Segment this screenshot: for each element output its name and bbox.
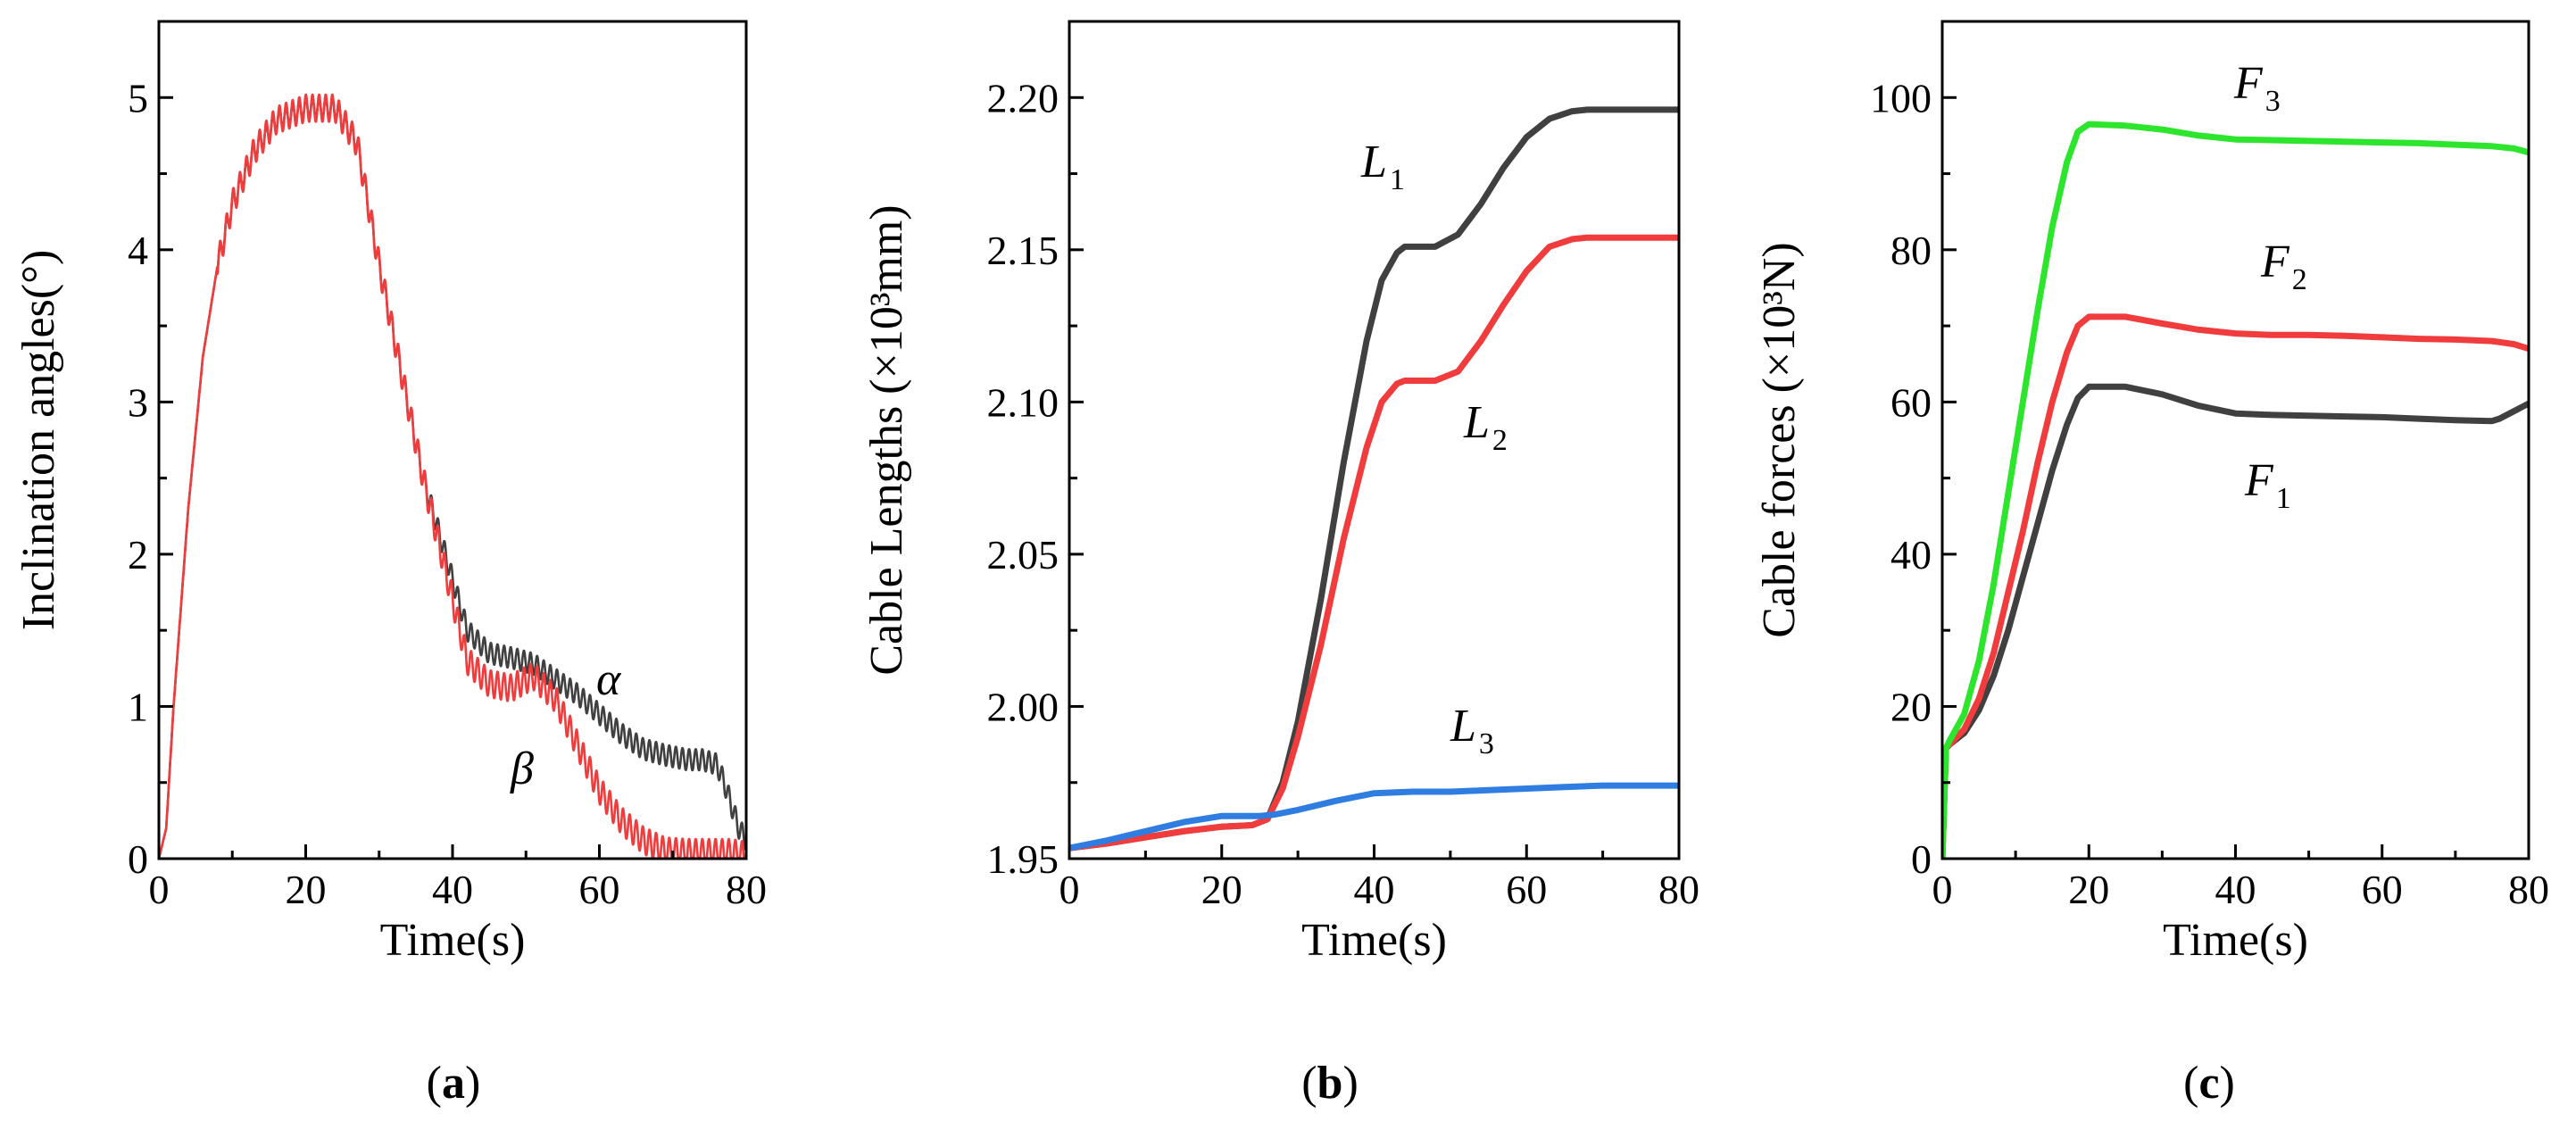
y-tick-label: 2.00: [987, 684, 1059, 729]
y-tick-label: 100: [1870, 75, 1932, 120]
y-tick-label: 2.20: [987, 75, 1059, 120]
x-tick-label: 80: [2508, 867, 2549, 912]
y-axis-label: Cable Lengths (×10³mm): [861, 204, 912, 675]
series-label-F3: F3: [2233, 58, 2281, 118]
series-line-F3: [1942, 120, 2529, 859]
x-axis-label: Time(s): [380, 915, 526, 966]
chart-panel-c: 0 20 40 60 80 0 20 40 60 80 100 Time(s) Cable forces…: [1754, 20, 2549, 1109]
x-tick-label: 60: [2362, 867, 2403, 912]
y-axis-label: Inclination angles(°): [13, 250, 64, 631]
x-tick-label: 0: [1932, 867, 1953, 912]
x-tick-label: 40: [2215, 867, 2256, 912]
series-line-F2: [1942, 313, 2529, 859]
y-axis-label: Cable forces (×10³N): [1754, 242, 1805, 637]
y-tick-label: 20: [1890, 684, 1932, 729]
series-group: [159, 93, 746, 859]
x-tick-label: 20: [1201, 867, 1242, 912]
series-label-F1: F1: [2244, 455, 2291, 515]
series-line-β: [159, 93, 746, 859]
series-group: [1069, 106, 1679, 852]
y-tick-label: 2: [128, 532, 148, 577]
x-tick-label: 40: [432, 867, 473, 912]
series-line-L3: [1069, 782, 1679, 852]
y-tick-label: 3: [128, 379, 148, 425]
series-line-α: [159, 96, 746, 859]
y-tick-label: 5: [128, 75, 148, 120]
y-tick-label: 1.95: [987, 836, 1059, 882]
series-line-F1: [1942, 383, 2529, 859]
series-label-L1: L1: [1360, 137, 1405, 196]
x-tick-label: 60: [579, 867, 620, 912]
y-tick-label: 80: [1890, 228, 1932, 273]
y-tick-label: 2.10: [987, 379, 1059, 425]
x-tick-label: 0: [149, 867, 170, 912]
x-axis-label: Time(s): [2163, 915, 2308, 966]
y-tick-label: 0: [128, 836, 148, 882]
series-label-α: α: [596, 654, 622, 705]
x-tick-label: 60: [1506, 867, 1547, 912]
x-tick-label: 80: [1658, 867, 1699, 912]
series-line-L2: [1069, 234, 1679, 852]
series-group: [1942, 120, 2529, 859]
plot-frame: [157, 20, 748, 860]
x-tick-label: 40: [1354, 867, 1395, 912]
y-tick-label: 2.15: [987, 228, 1059, 273]
panel-label: (a): [427, 1058, 481, 1109]
panel-label: (c): [2183, 1058, 2235, 1109]
x-tick-label: 20: [2068, 867, 2109, 912]
y-tick-label: 4: [128, 228, 148, 273]
x-tick-label: 0: [1059, 867, 1080, 912]
y-tick-label: 0: [1911, 836, 1932, 882]
y-tick-label: 1: [128, 684, 148, 729]
x-axis-label: Time(s): [1301, 915, 1447, 966]
series-label-L2: L2: [1463, 397, 1508, 457]
series-label-F2: F2: [2260, 237, 2307, 296]
series-label-β: β: [510, 744, 534, 794]
y-tick-label: 40: [1890, 532, 1932, 577]
series-label-L3: L3: [1450, 701, 1494, 760]
chart-panel-b: 0 20 40 60 80 1.95 2.00 2.05 2.10 2.15 2.20 Time(s)…: [861, 20, 1699, 1109]
chart-panel-a: 0 20 40 60 80 0 1 2 3 4 5 Time(s) Inclination angles…: [13, 20, 767, 1109]
y-tick-label: 60: [1890, 379, 1932, 425]
x-tick-label: 20: [286, 867, 327, 912]
panel-label: (b): [1301, 1058, 1359, 1109]
series-line-L1: [1069, 106, 1679, 852]
y-tick-label: 2.05: [987, 532, 1059, 577]
x-tick-label: 80: [726, 867, 767, 912]
